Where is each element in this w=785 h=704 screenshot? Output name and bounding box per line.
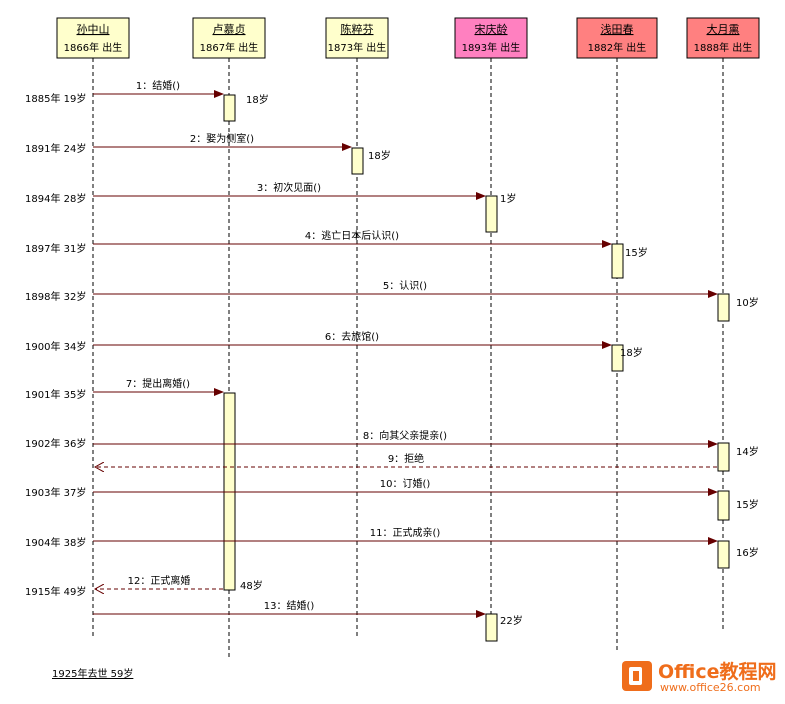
participant-birth: 1867年 出生	[200, 41, 259, 54]
logo-title: Office教程网	[658, 661, 777, 683]
participant-box	[454, 17, 528, 59]
age-note: 15岁	[625, 246, 648, 259]
time-label: 1915年 49岁	[25, 585, 86, 598]
message-label: 4：逃亡日本后认识()	[305, 229, 399, 242]
participant-box	[192, 17, 266, 59]
logo-url: www.office26.com	[660, 681, 761, 694]
message-label: 7：提出离婚()	[126, 377, 190, 390]
participant-birth: 1873年 出生	[328, 41, 387, 54]
message-label: 9：拒绝	[388, 452, 424, 465]
participant-box	[576, 17, 658, 59]
participant-birth: 1888年 出生	[694, 41, 753, 54]
participant-name: 宋庆龄	[475, 22, 508, 36]
participant-box	[325, 17, 389, 59]
age-note: 1岁	[500, 192, 516, 205]
participant-birth: 1893年 出生	[462, 41, 521, 54]
participant-name: 大月熏	[707, 22, 740, 36]
activation-bar	[611, 243, 624, 279]
time-label: 1901年 35岁	[25, 388, 86, 401]
activation-bar	[223, 94, 236, 122]
time-label: 1900年 34岁	[25, 340, 86, 353]
participant-name: 孙中山	[77, 23, 110, 36]
age-note: 15岁	[736, 498, 759, 511]
message-label: 2：娶为侧室()	[190, 132, 254, 145]
activation-bar	[717, 293, 730, 322]
participant-birth: 1866年 出生	[64, 41, 123, 54]
message-label: 13：结婚()	[264, 599, 315, 612]
participant-birth: 1882年 出生	[588, 41, 647, 54]
time-label: 1902年 36岁	[25, 437, 86, 450]
age-note: 16岁	[736, 546, 759, 559]
office-logo-icon	[622, 661, 652, 691]
time-label: 1891年 24岁	[25, 142, 86, 155]
age-note: 18岁	[246, 93, 269, 106]
time-label: 1885年 19岁	[25, 92, 86, 105]
age-note: 48岁	[240, 579, 263, 592]
message-label: 8：向其父亲提亲()	[363, 429, 447, 442]
activation-bar	[351, 147, 364, 175]
time-label: 1903年 37岁	[25, 486, 86, 499]
message-label: 6：去旅馆()	[325, 330, 379, 343]
activation-bar	[717, 490, 730, 521]
participant-name: 卢慕贞	[213, 22, 246, 36]
age-note: 18岁	[620, 346, 643, 359]
activation-bar	[717, 540, 730, 569]
activation-bar	[485, 195, 498, 233]
participant-box	[56, 17, 130, 59]
message-label: 12：正式离婚	[128, 574, 191, 587]
death-note: 1925年去世 59岁	[52, 669, 134, 680]
age-note: 18岁	[368, 149, 391, 162]
age-note: 14岁	[736, 445, 759, 458]
message-label: 1：结婚()	[136, 79, 180, 92]
time-label: 1904年 38岁	[25, 536, 86, 549]
sequence-diagram: 孙中山 1866年 出生 卢慕贞 1867年 出生 陈粹芬 1873年 出生 宋庆龄 1893…	[25, 17, 760, 659]
age-note: 10岁	[736, 296, 759, 309]
activation-bar	[485, 613, 498, 642]
message-label: 3：初次见面()	[257, 181, 321, 194]
participant-name: 浅田春	[601, 23, 634, 36]
time-label: 1894年 28岁	[25, 192, 86, 205]
age-note: 22岁	[500, 614, 523, 627]
message-label: 11：正式成亲()	[370, 526, 441, 539]
participant-name: 陈粹芬	[341, 22, 374, 36]
time-label: 1897年 31岁	[25, 242, 86, 255]
participant-box	[686, 17, 760, 59]
time-label: 1898年 32岁	[25, 290, 86, 303]
office26-logo: Office教程网 www.office26.com	[620, 657, 780, 697]
activation-bar	[717, 442, 730, 472]
message-label: 10：订婚()	[380, 477, 431, 490]
message-label: 5：认识()	[383, 279, 427, 292]
activation-bar	[611, 344, 624, 372]
